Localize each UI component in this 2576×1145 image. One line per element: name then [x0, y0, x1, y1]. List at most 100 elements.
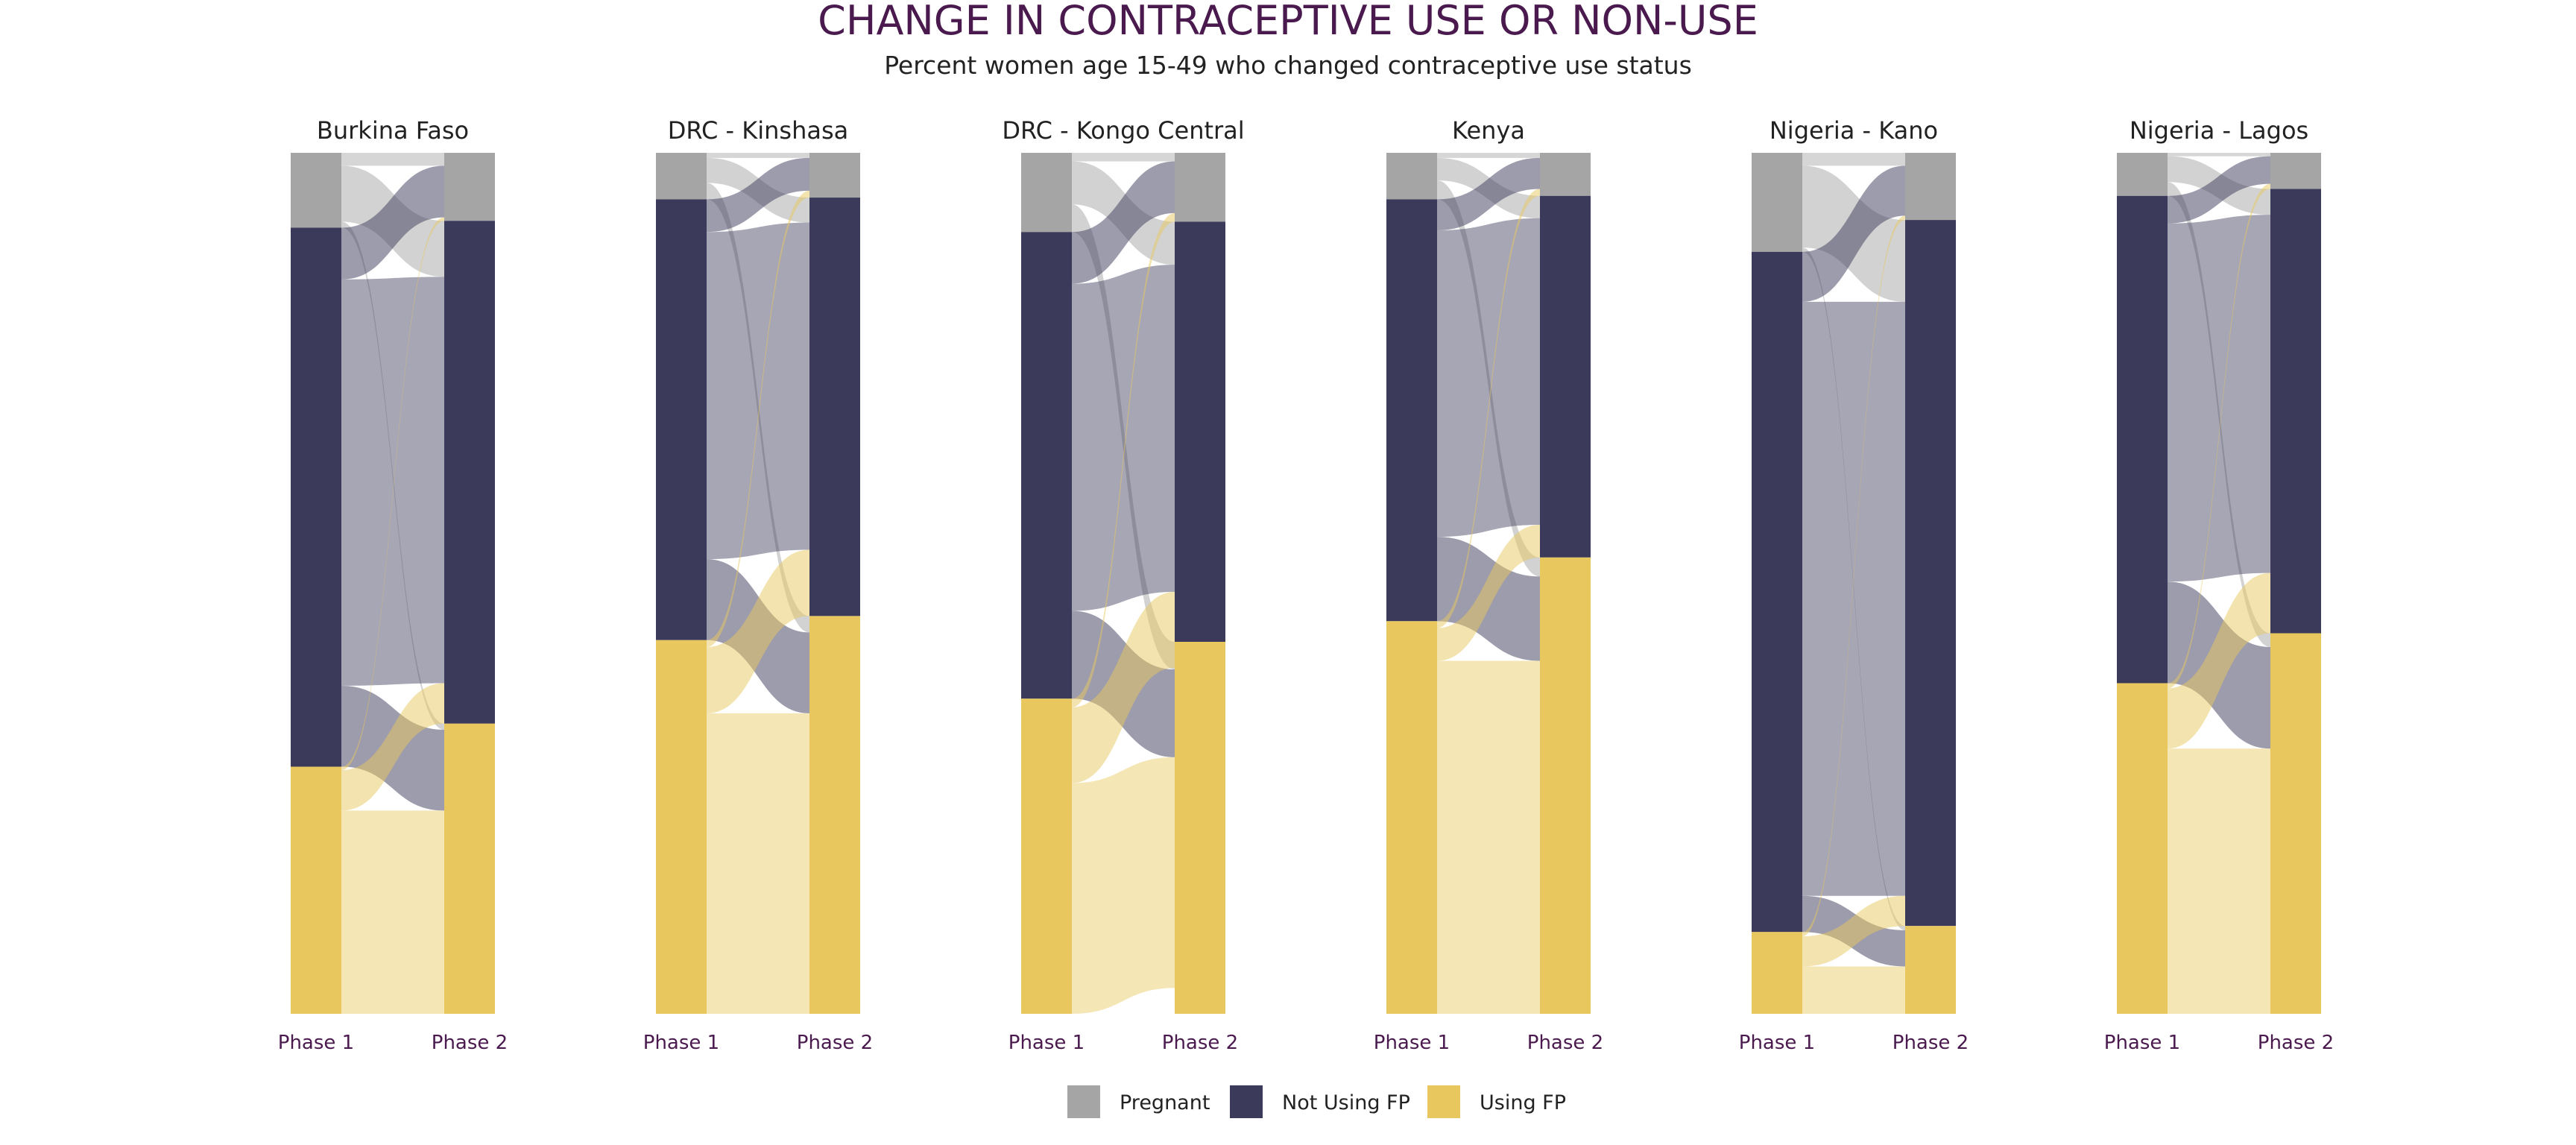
bar-phase1-not-using-fp: [1752, 251, 1802, 933]
flow-using-fp-to-using-fp: [1802, 966, 1905, 1014]
flows: [707, 153, 809, 1014]
flow-not-using-fp-to-pregnant: [1072, 161, 1175, 284]
flow-not-using-fp-to-pregnant: [1437, 157, 1540, 230]
bar-phase2-not-using-fp: [809, 198, 860, 616]
panel-burkina-faso: Burkina Faso Phase 1 Phase 2: [278, 116, 508, 1054]
bar-phase2-using-fp: [2270, 633, 2321, 1014]
flow-pregnant-to-pregnant: [707, 153, 809, 158]
axis-label-phase2: Phase 2: [1527, 1032, 1603, 1054]
flow-not-using-fp-to-not-using-fp: [2168, 215, 2270, 582]
legend-swatch: [1067, 1085, 1100, 1118]
bar-phase1-pregnant: [291, 153, 341, 228]
bar-phase2-pregnant: [1175, 153, 1225, 222]
flow-using-fp-to-using-fp: [2168, 748, 2270, 1014]
axis-label-phase1: Phase 1: [1739, 1032, 1815, 1054]
flow-using-fp-to-not-using-fp: [707, 549, 809, 713]
panel-nigeria-kano: Nigeria - Kano Phase 1 Phase 2: [1739, 116, 1969, 1054]
bar-phase2-using-fp: [444, 723, 495, 1014]
flows: [2168, 153, 2270, 1014]
flow-using-fp-to-not-using-fp: [341, 683, 444, 811]
flow-pregnant-to-using-fp: [1802, 247, 1905, 930]
bar-phase1-using-fp: [2117, 683, 2168, 1014]
bar-phase2-not-using-fp: [1905, 220, 1956, 927]
axis-label-phase2: Phase 2: [432, 1032, 508, 1054]
flow-not-using-fp-to-pregnant: [1802, 165, 1905, 302]
flow-not-using-fp-to-not-using-fp: [341, 277, 444, 686]
panel-title: Kenya: [1452, 116, 1525, 145]
flows: [341, 153, 444, 1014]
flow-not-using-fp-to-not-using-fp: [1802, 301, 1905, 896]
bar-phase2-not-using-fp: [2270, 189, 2321, 634]
flow-using-fp-to-pregnant: [707, 190, 809, 647]
axis-label-phase1: Phase 1: [1374, 1032, 1450, 1054]
flow-using-fp-to-using-fp: [707, 713, 809, 1014]
bar-phase1-pregnant: [656, 153, 707, 200]
bar-phase1-not-using-fp: [2117, 195, 2168, 684]
flow-not-using-fp-to-not-using-fp: [707, 222, 809, 560]
axis-label-phase1: Phase 1: [643, 1032, 719, 1054]
bar-phase1-using-fp: [1021, 698, 1072, 1014]
bar-phase1-not-using-fp: [656, 199, 707, 640]
axis-label-phase1: Phase 1: [2104, 1032, 2180, 1054]
legend-item-not-using-fp: Not Using FP: [1230, 1085, 1410, 1118]
flow-not-using-fp-to-not-using-fp: [1072, 265, 1175, 611]
axis-label-phase1: Phase 1: [278, 1032, 354, 1054]
axis-label-phase2: Phase 2: [2258, 1032, 2334, 1054]
bar-phase2-using-fp: [1540, 557, 1591, 1014]
panel-title: DRC - Kinshasa: [668, 116, 849, 145]
flow-pregnant-to-using-fp: [1072, 204, 1175, 669]
legend-item-using-fp: Using FP: [1427, 1085, 1566, 1118]
axis-label-phase1: Phase 1: [1008, 1032, 1085, 1054]
bar-phase1-pregnant: [2117, 153, 2168, 196]
flow-using-fp-to-using-fp: [341, 810, 444, 1014]
flows: [1072, 153, 1175, 1014]
flow-using-fp-to-pregnant: [1802, 215, 1905, 937]
flows: [1437, 153, 1540, 1014]
panel-kenya: Kenya Phase 1 Phase 2: [1374, 116, 1603, 1054]
flow-pregnant-to-pregnant: [1072, 153, 1175, 162]
flow-pregnant-to-using-fp: [1437, 180, 1540, 577]
bar-phase2-pregnant: [1540, 153, 1591, 196]
flow-pregnant-to-using-fp: [707, 183, 809, 633]
legend-label: Pregnant: [1120, 1091, 1210, 1114]
legend-swatch: [1230, 1085, 1263, 1118]
bar-phase2-using-fp: [809, 616, 860, 1014]
flows: [1802, 153, 1905, 1014]
bar-phase1-not-using-fp: [1386, 199, 1437, 622]
panel-title: Burkina Faso: [317, 116, 469, 145]
flow-using-fp-to-not-using-fp: [1802, 895, 1905, 967]
axis-label-phase2: Phase 2: [797, 1032, 873, 1054]
flow-not-using-fp-to-not-using-fp: [1437, 218, 1540, 537]
bar-phase2-using-fp: [1905, 926, 1956, 1014]
bar-phase1-pregnant: [1752, 153, 1802, 252]
bar-phase2-pregnant: [809, 153, 860, 198]
chart-subtitle: Percent women age 15-49 who changed cont…: [884, 51, 1692, 80]
flow-pregnant-to-using-fp: [2168, 182, 2270, 647]
bar-phase1-using-fp: [656, 640, 707, 1014]
flow-using-fp-to-not-using-fp: [1072, 592, 1175, 783]
axis-label-phase2: Phase 2: [1892, 1032, 1969, 1054]
flow-pregnant-to-pregnant: [1437, 153, 1540, 158]
bar-phase2-using-fp: [1175, 642, 1225, 1014]
bar-phase1-using-fp: [1752, 932, 1802, 1014]
bar-phase1-not-using-fp: [291, 227, 341, 767]
legend: Pregnant Not Using FP Using FP: [1067, 1085, 1566, 1118]
bar-phase1-pregnant: [1386, 153, 1437, 200]
flow-using-fp-to-not-using-fp: [2168, 572, 2270, 749]
legend-swatch: [1427, 1085, 1460, 1118]
flow-using-fp-to-pregnant: [2168, 183, 2270, 689]
panel-title: DRC - Kongo Central: [1002, 116, 1244, 145]
panel-title: Nigeria - Kano: [1770, 116, 1938, 145]
bar-phase2-not-using-fp: [1540, 195, 1591, 558]
flow-not-using-fp-to-pregnant: [2168, 156, 2270, 224]
panel-drc-kongo-central: DRC - Kongo Central Phase 1 Phase 2: [1002, 116, 1244, 1054]
flow-pregnant-to-pregnant: [2168, 153, 2270, 157]
flow-using-fp-to-pregnant: [1437, 189, 1540, 628]
panel-drc-kinshasa: DRC - Kinshasa Phase 1 Phase 2: [643, 116, 873, 1054]
panel-nigeria-lagos: Nigeria - Lagos Phase 1 Phase 2: [2104, 116, 2334, 1054]
bar-phase1-using-fp: [1386, 621, 1437, 1014]
flow-not-using-fp-to-pregnant: [341, 165, 444, 280]
legend-item-pregnant: Pregnant: [1067, 1085, 1210, 1118]
